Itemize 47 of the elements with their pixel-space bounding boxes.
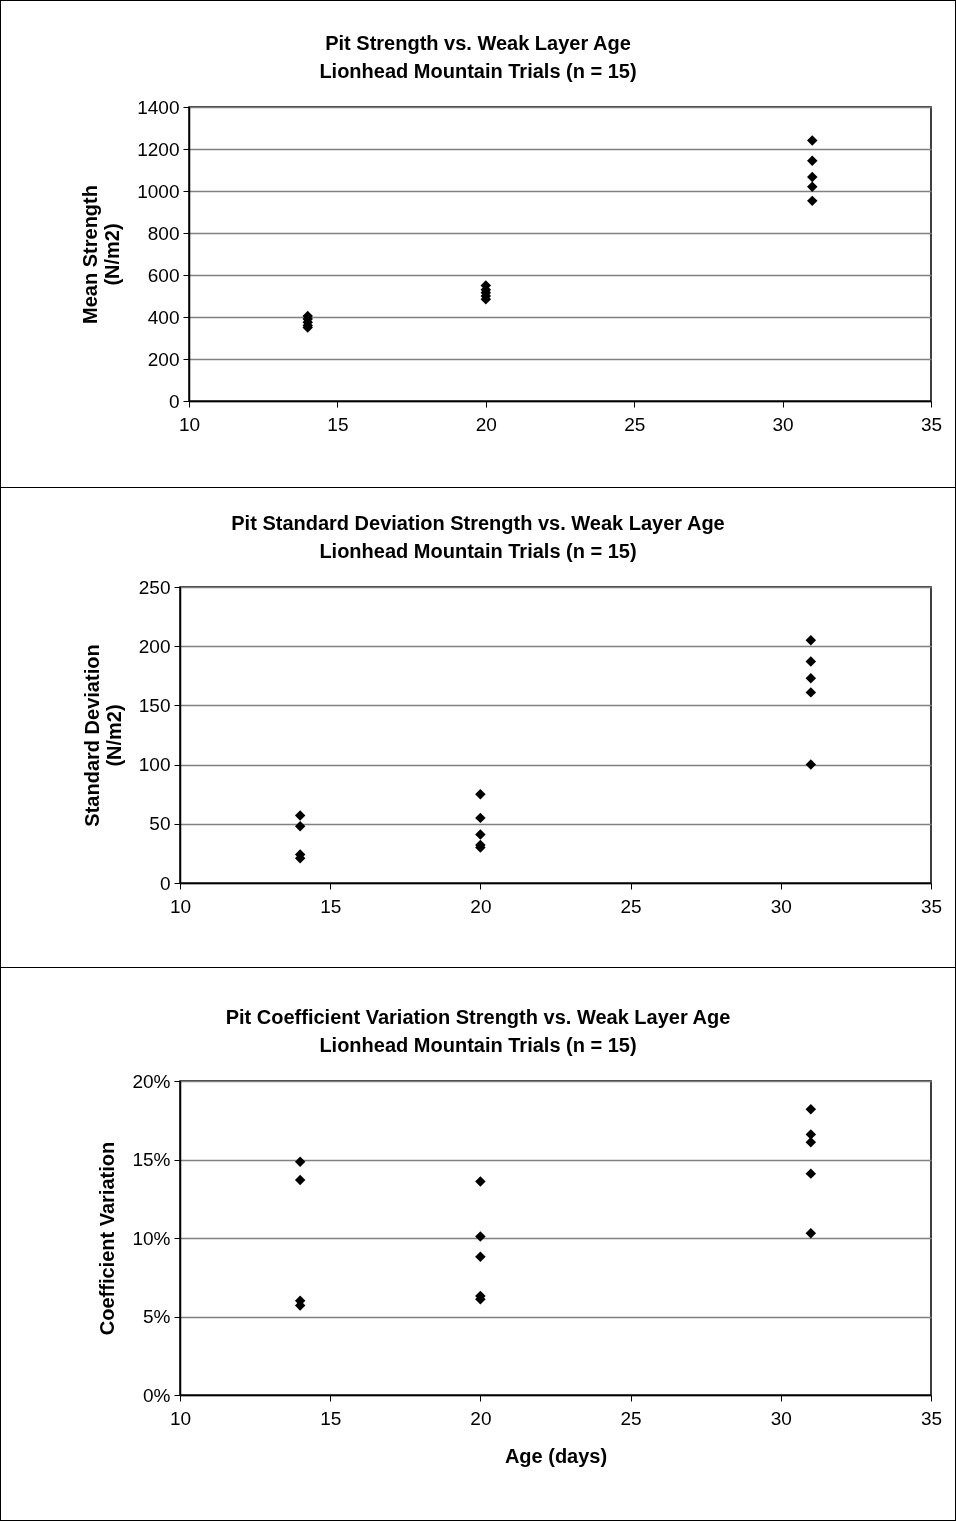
y-tick-label: 50: [149, 813, 171, 835]
y-tick-label: 200: [147, 348, 180, 370]
y-tick-label: 800: [147, 222, 180, 244]
chart-title: Pit Standard Deviation Strength vs. Weak Layer Age: [231, 512, 725, 534]
y-tick-label: 600: [147, 264, 180, 286]
y-tick-label: 10%: [132, 1227, 171, 1249]
y-tick-label: 200: [138, 635, 171, 657]
x-tick-label: 30: [772, 413, 794, 435]
x-tick-label: 15: [320, 1407, 342, 1429]
y-tick-label: 1000: [137, 180, 180, 202]
y-axis-title: Standard Deviation (N/m2): [80, 644, 125, 827]
x-tick-label: 20: [475, 413, 497, 435]
y-tick-label: 100: [138, 754, 171, 776]
y-tick-label: 1400: [137, 96, 180, 118]
x-tick-label: 25: [620, 895, 642, 917]
y-tick-label: 20%: [132, 1070, 171, 1092]
chart-subtitle: Lionhead Mountain Trials (n = 15): [319, 1034, 637, 1056]
y-tick-label: 150: [138, 694, 171, 716]
x-tick-label: 30: [770, 1407, 792, 1429]
y-tick-label: 5%: [143, 1306, 171, 1327]
x-tick-label: 10: [178, 413, 201, 435]
y-tick-label: 0%: [143, 1384, 171, 1406]
x-axis-title: Age (days): [504, 1444, 608, 1467]
x-tick-label: 25: [620, 1407, 642, 1429]
y-tick-label: 0: [159, 872, 171, 894]
x-tick-label: 15: [320, 895, 342, 917]
chart-title: Pit Coefficient Variation Strength vs. Weak Layer Age: [225, 1006, 731, 1028]
x-tick-label: 35: [920, 1407, 943, 1429]
chart-subtitle: Lionhead Mountain Trials (n = 15): [319, 540, 637, 562]
x-tick-label: 15: [327, 413, 349, 435]
x-tick-label: 25: [624, 413, 646, 435]
y-axis-title: Coefficient Variation: [96, 1141, 119, 1336]
y-axis-title: Mean Strength (N/m2): [79, 185, 124, 324]
x-tick-label: 10: [169, 895, 192, 917]
y-tick-label: 0: [168, 390, 180, 412]
x-tick-label: 35: [920, 413, 943, 435]
y-tick-label: 400: [147, 306, 180, 328]
chart-title: Pit Strength vs. Weak Layer Age: [325, 32, 631, 54]
x-tick-label: 35: [920, 895, 943, 917]
x-tick-label: 20: [470, 895, 492, 917]
y-tick-label: 15%: [132, 1149, 171, 1170]
y-tick-label: 250: [138, 576, 171, 598]
y-tick-label: 1200: [137, 138, 180, 160]
x-tick-label: 20: [470, 1407, 492, 1429]
x-tick-label: 30: [770, 895, 792, 917]
x-tick-label: 10: [169, 1407, 192, 1429]
chart-subtitle: Lionhead Mountain Trials (n = 15): [319, 60, 637, 82]
